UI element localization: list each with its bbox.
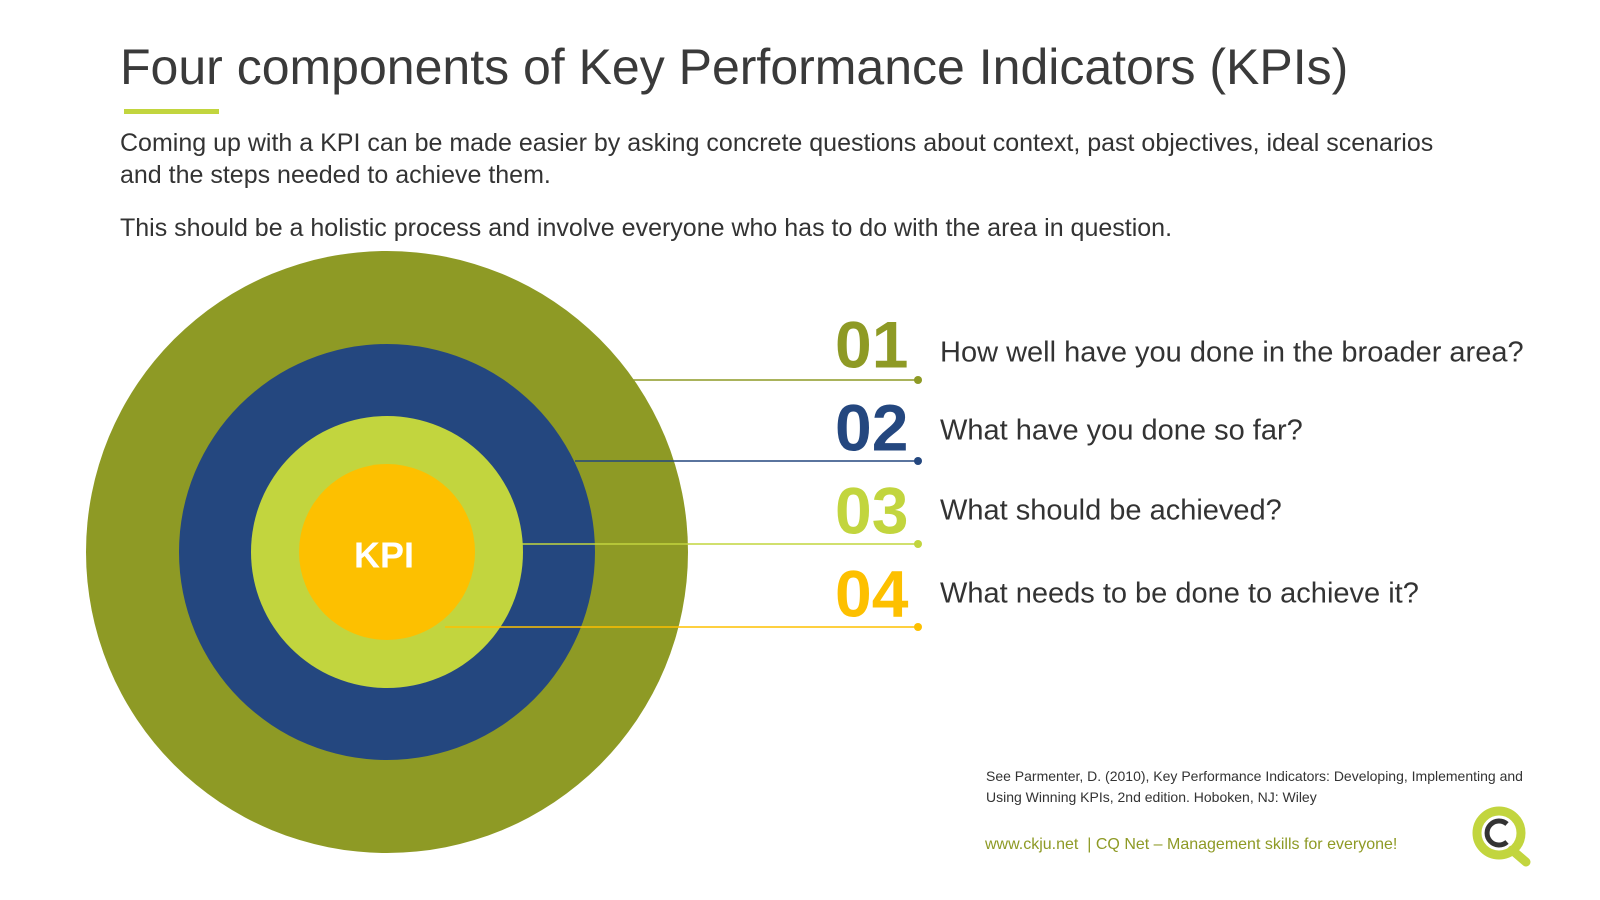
title: Four components of Key Performance Indic… <box>120 39 1349 95</box>
item-number: 04 <box>835 556 909 630</box>
connector-dot <box>914 540 922 548</box>
item-text: What have you done so far? <box>940 415 1303 447</box>
item-text: What should be achieved? <box>940 495 1282 527</box>
title-underline <box>124 109 219 114</box>
ring-core <box>299 464 475 640</box>
item-number: 02 <box>835 390 908 464</box>
item-text: What needs to be done to achieve it? <box>940 578 1419 610</box>
connector-dot <box>914 623 922 631</box>
intro-paragraph: This should be a holistic process and in… <box>120 214 1173 242</box>
item-number: 03 <box>835 473 908 547</box>
connector-dot <box>914 376 922 384</box>
connector-dot <box>914 457 922 465</box>
footer: www.ckju.net | CQ Net – Management skill… <box>985 836 1397 854</box>
center-label: KPI <box>354 535 414 576</box>
logo <box>1472 806 1531 867</box>
item-text: How well have you done in the broader ar… <box>940 337 1524 369</box>
citation: See Parmenter, D. (2010), Key Performanc… <box>986 768 1523 805</box>
footer-tagline: | CQ Net – Management skills for everyon… <box>1087 836 1398 853</box>
item-number: 01 <box>835 307 908 381</box>
footer-url: www.ckju.net <box>985 836 1079 853</box>
intro-paragraph: Coming up with a KPI can be made easier … <box>120 129 1434 189</box>
